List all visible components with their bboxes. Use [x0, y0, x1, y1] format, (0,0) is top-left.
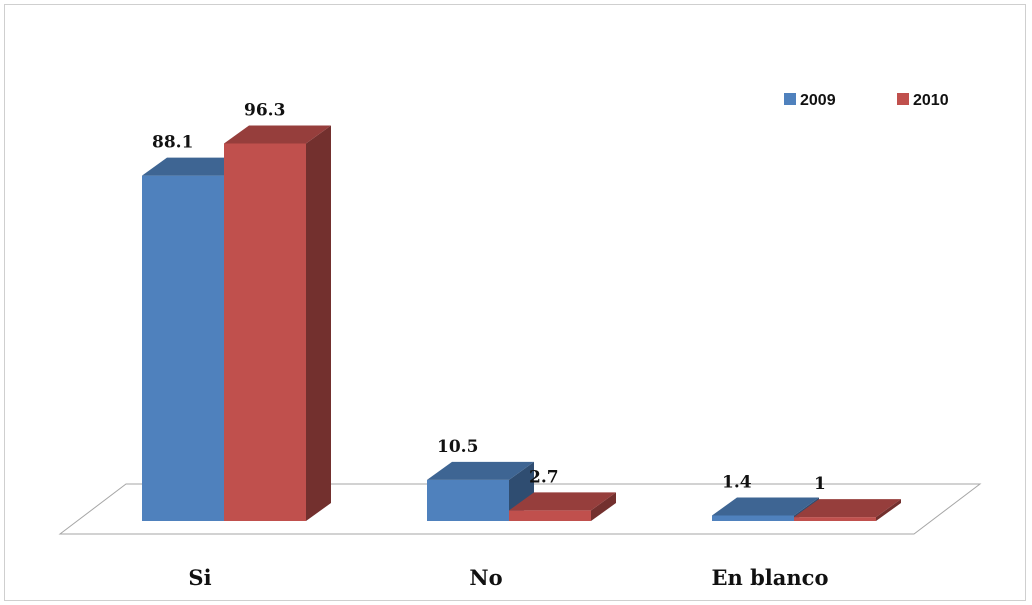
bar-no-2010 [509, 492, 616, 521]
bar-front-no-2009 [427, 479, 509, 521]
category-label-si: Si [188, 565, 211, 590]
bars-layer [142, 125, 901, 521]
legend-swatch-2010 [897, 93, 909, 105]
legend-label-2010: 2010 [913, 92, 949, 109]
label-si-2010: 96.3 [244, 101, 285, 121]
legend-swatch-2009 [784, 93, 796, 105]
label-no-2009: 10.5 [437, 437, 478, 457]
bar-front-si-2010 [224, 143, 306, 521]
value-labels-layer: 88.1 96.3 10.5 2.7 1.4 1 [152, 101, 826, 495]
bar-top-no-2009 [427, 461, 534, 480]
bar-top-si-2010 [224, 125, 331, 144]
legend: 2009 2010 [784, 92, 949, 109]
label-en-blanco-2010: 1 [814, 474, 826, 494]
bar-side-en-blanco-2010 [876, 499, 901, 521]
bar-front-si-2009 [142, 175, 224, 521]
label-si-2009: 88.1 [152, 133, 193, 153]
bar-front-en-blanco-2009 [712, 515, 794, 521]
label-en-blanco-2009: 1.4 [722, 473, 752, 493]
bar-en-blanco-2010 [794, 499, 901, 521]
label-no-2010: 2.7 [529, 467, 559, 487]
bar-top-en-blanco-2010 [794, 499, 901, 518]
bar-front-en-blanco-2010 [794, 517, 876, 521]
category-label-en-blanco: En blanco [712, 565, 829, 590]
bar-top-si-2009 [142, 157, 249, 176]
legend-label-2009: 2009 [800, 92, 836, 109]
bar-side-no-2010 [591, 492, 616, 521]
bar-top-en-blanco-2009 [712, 497, 819, 516]
bar-front-no-2010 [509, 510, 591, 521]
bar-side-si-2010 [306, 125, 331, 521]
bar-top-no-2010 [509, 492, 616, 511]
category-label-no: No [469, 565, 502, 590]
category-axis: Si No En blanco [188, 565, 828, 590]
bar-si-2010 [224, 125, 331, 521]
